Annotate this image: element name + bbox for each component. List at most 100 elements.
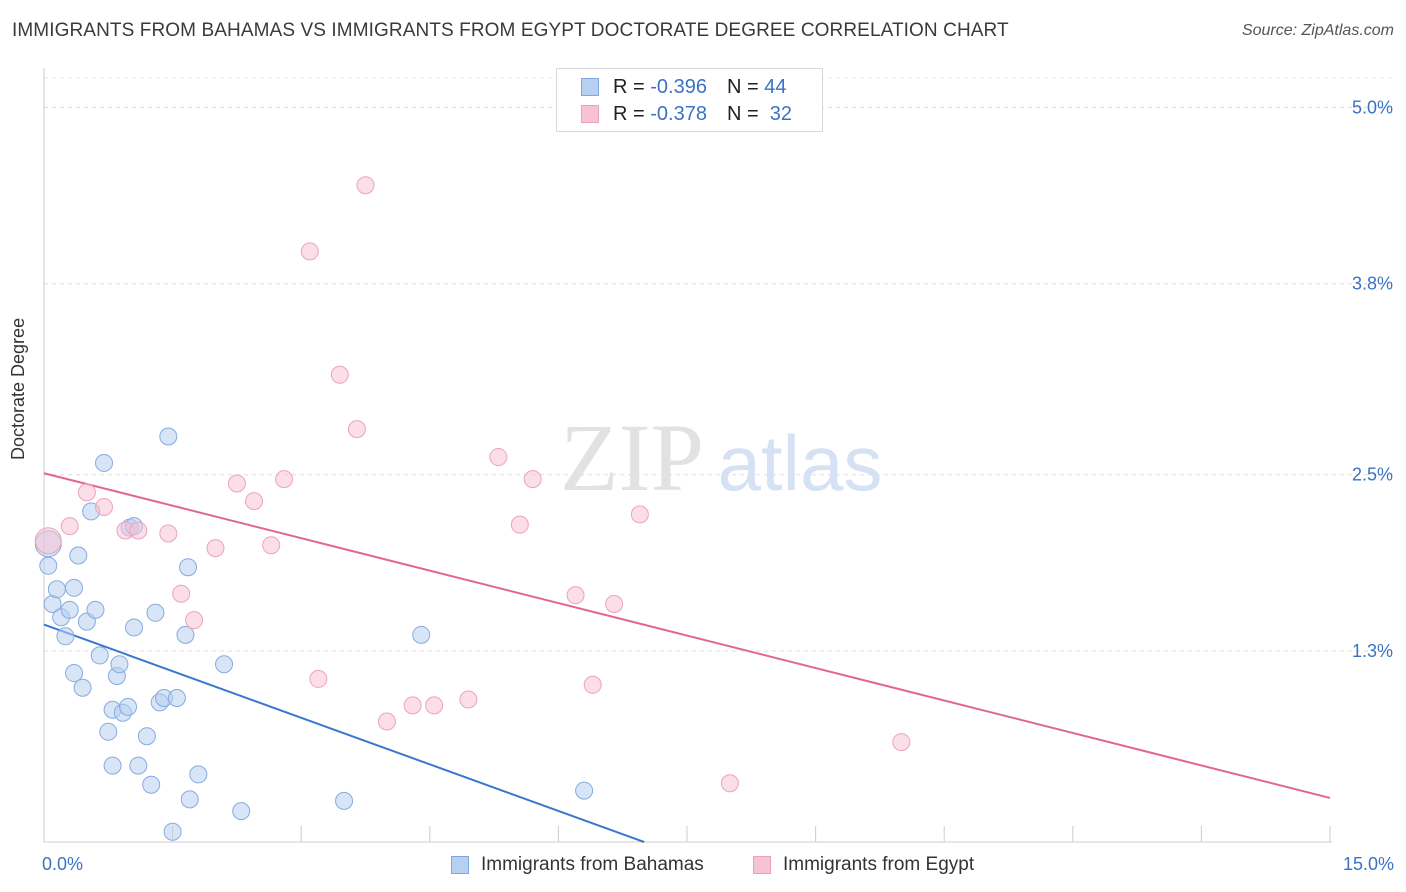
point-egypt	[892, 733, 911, 752]
bottom-legend-egypt: Immigrants from Egypt	[753, 852, 974, 878]
point-egypt	[172, 584, 191, 603]
bottom-legend-bahamas: Immigrants from Bahamas	[451, 852, 704, 878]
point-egypt	[159, 524, 178, 543]
legend-n-label: N =	[726, 102, 759, 125]
legend-r-label: R =	[613, 75, 645, 98]
point-egypt	[630, 505, 649, 524]
y-tick-label: 3.8%	[1352, 274, 1393, 294]
trend-line-egypt	[43, 472, 1331, 799]
point-egypt	[129, 521, 148, 540]
watermark-atlas: atlas	[718, 419, 883, 507]
point-bahamas	[180, 790, 199, 809]
trend-line-bahamas	[43, 623, 645, 843]
point-egypt	[566, 586, 585, 605]
point-egypt	[300, 242, 319, 261]
legend-r-value: -0.396	[650, 75, 707, 98]
point-bahamas	[99, 722, 118, 741]
point-egypt	[403, 696, 422, 715]
x-tick-labels: 0.0% 15.0%	[42, 854, 1394, 874]
point-egypt	[459, 690, 478, 709]
point-bahamas	[39, 556, 58, 575]
legend-n-value: 44	[764, 75, 787, 98]
point-bahamas	[65, 578, 84, 597]
point-bahamas	[90, 646, 109, 665]
x-tick-label-min: 0.0%	[42, 854, 83, 874]
point-egypt	[523, 470, 542, 489]
point-bahamas	[60, 600, 79, 619]
point-bahamas	[335, 791, 354, 810]
point-bahamas	[73, 678, 92, 697]
point-bahamas	[179, 558, 198, 577]
point-egypt	[583, 675, 602, 694]
point-bahamas	[232, 802, 251, 821]
point-egypt	[377, 712, 396, 731]
point-egypt	[245, 492, 264, 511]
point-bahamas	[412, 625, 431, 644]
axes	[43, 68, 1332, 843]
y-tick-label: 5.0%	[1352, 97, 1393, 117]
point-bahamas	[176, 625, 195, 644]
point-bahamas	[125, 618, 144, 637]
point-bahamas	[159, 427, 178, 446]
point-egypt	[510, 515, 529, 534]
point-egypt	[185, 611, 204, 630]
y-tick-labels: 1.3% 2.5% 3.8% 5.0%	[1352, 97, 1393, 661]
bottom-legend-swatch-blue	[451, 856, 469, 874]
legend-swatch-blue	[581, 78, 599, 96]
point-egypt	[489, 448, 508, 467]
point-bahamas	[189, 765, 208, 784]
point-egypt	[227, 474, 246, 493]
point-egypt	[206, 539, 225, 558]
correlation-legend: R = -0.396 N = 44 R = -0.378 N = 32	[556, 68, 823, 132]
point-bahamas	[103, 756, 122, 775]
point-bahamas	[69, 546, 88, 565]
trend-lines	[43, 472, 1331, 843]
point-bahamas	[47, 580, 66, 599]
point-egypt	[34, 527, 62, 555]
point-bahamas	[163, 822, 182, 841]
point-bahamas	[95, 453, 114, 472]
watermark-zip: ZIP	[560, 404, 704, 511]
point-egypt	[425, 696, 444, 715]
point-bahamas	[167, 689, 186, 708]
point-egypt	[356, 176, 375, 195]
point-bahamas	[215, 655, 234, 674]
point-egypt	[347, 420, 366, 439]
y-tick-label: 2.5%	[1352, 465, 1393, 485]
point-bahamas	[129, 756, 148, 775]
chart-title: IMMIGRANTS FROM BAHAMAS VS IMMIGRANTS FR…	[12, 20, 1009, 41]
data-points	[34, 176, 911, 841]
legend-swatch-pink	[581, 105, 599, 123]
y-tick-label: 1.3%	[1352, 641, 1393, 661]
source-label: Source: ZipAtlas.com	[1241, 22, 1394, 39]
point-egypt	[262, 536, 281, 555]
legend-r-label: R =	[613, 102, 645, 125]
point-bahamas	[146, 603, 165, 622]
point-egypt	[309, 669, 328, 688]
point-egypt	[95, 498, 114, 517]
point-egypt	[77, 483, 96, 502]
point-bahamas	[137, 727, 156, 746]
bottom-legend-swatch-pink	[753, 856, 771, 874]
legend-n-value: 32	[769, 102, 793, 125]
point-egypt	[330, 365, 349, 384]
point-bahamas	[86, 600, 105, 619]
point-bahamas	[65, 664, 84, 683]
point-bahamas	[575, 781, 594, 800]
point-bahamas	[56, 627, 75, 646]
x-tick-label-max: 15.0%	[1343, 854, 1394, 874]
point-egypt	[60, 517, 79, 536]
point-egypt	[275, 470, 294, 489]
grid-lines	[44, 77, 1395, 652]
legend-n-label: N =	[726, 75, 759, 98]
point-egypt	[605, 594, 624, 613]
legend-row-bahamas: R = -0.396 N = 44	[581, 74, 786, 100]
bottom-legend-label-bahamas: Immigrants from Bahamas	[481, 854, 704, 875]
point-egypt	[720, 774, 739, 793]
legend-row-egypt: R = -0.378 N = 32	[581, 101, 792, 127]
bottom-legend-label-egypt: Immigrants from Egypt	[783, 854, 975, 875]
point-bahamas	[142, 775, 161, 794]
point-bahamas	[119, 697, 138, 716]
legend-r-value: -0.378	[650, 102, 707, 125]
